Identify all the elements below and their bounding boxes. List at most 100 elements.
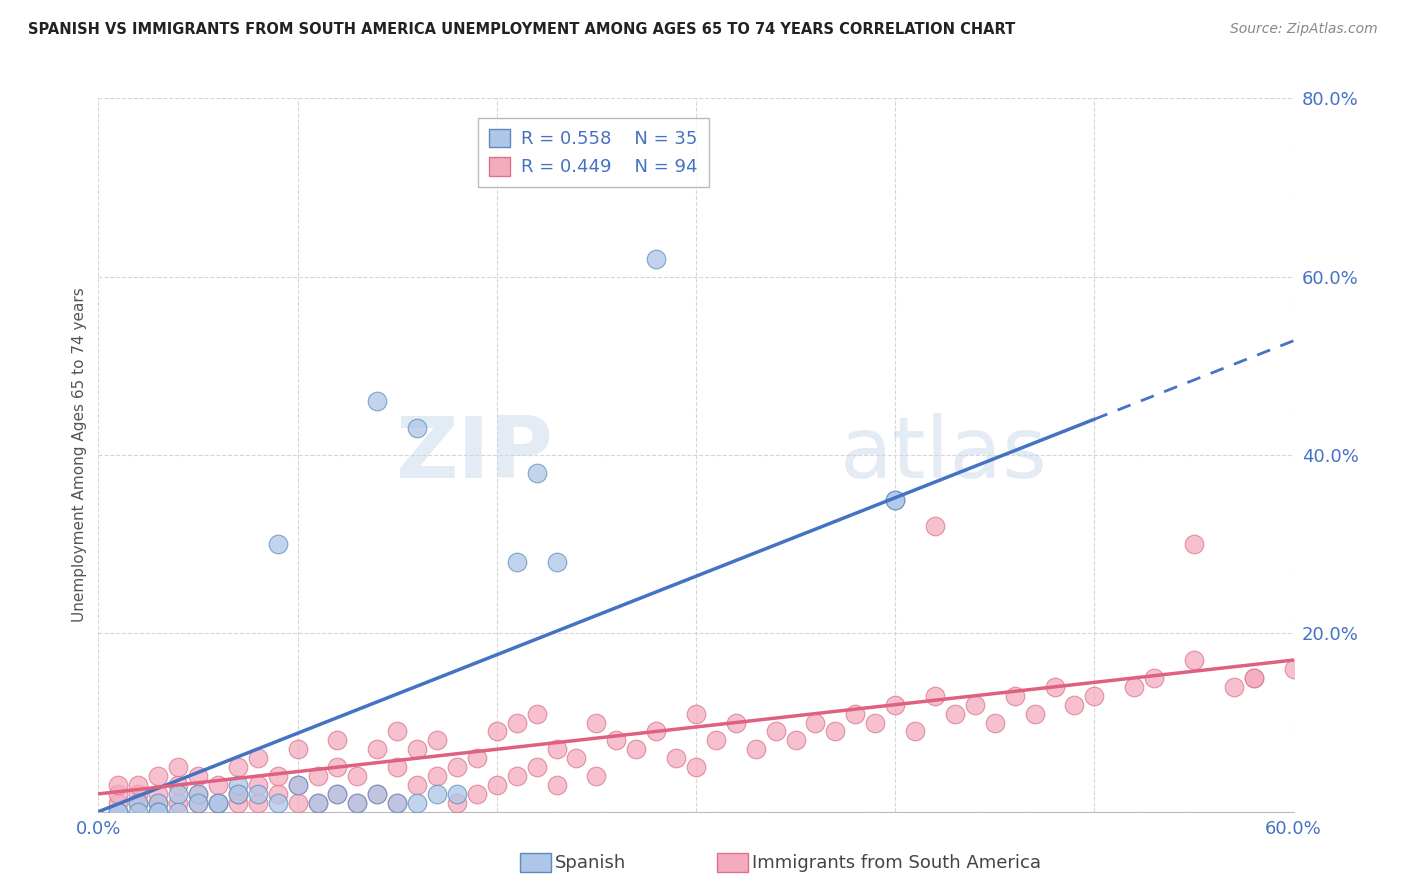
- Point: [148, 805, 170, 819]
- Point: [546, 555, 568, 569]
- Point: [963, 698, 986, 712]
- Point: [346, 796, 368, 810]
- Point: [366, 742, 388, 756]
- Point: [406, 778, 429, 792]
- Point: [366, 787, 388, 801]
- Point: [426, 787, 449, 801]
- Point: [207, 796, 229, 810]
- Point: [645, 724, 668, 739]
- Point: [167, 787, 190, 801]
- Point: [385, 796, 409, 810]
- Point: [385, 724, 409, 739]
- Point: [546, 778, 568, 792]
- Point: [685, 760, 707, 774]
- Point: [226, 778, 249, 792]
- Point: [148, 769, 170, 783]
- Point: [406, 796, 429, 810]
- Point: [148, 805, 170, 819]
- Point: [1043, 680, 1066, 694]
- Point: [446, 787, 468, 801]
- Point: [148, 787, 170, 801]
- Point: [1143, 671, 1166, 685]
- Point: [665, 751, 688, 765]
- Point: [485, 778, 508, 792]
- Point: [246, 787, 269, 801]
- Text: Spanish: Spanish: [555, 854, 627, 871]
- Point: [1222, 680, 1246, 694]
- Point: [326, 787, 349, 801]
- Point: [246, 778, 269, 792]
- Point: [167, 796, 190, 810]
- Y-axis label: Unemployment Among Ages 65 to 74 years: Unemployment Among Ages 65 to 74 years: [72, 287, 87, 623]
- Point: [226, 787, 249, 801]
- Point: [645, 252, 668, 266]
- Point: [446, 796, 468, 810]
- Point: [426, 733, 449, 747]
- Point: [1123, 680, 1146, 694]
- Point: [267, 769, 290, 783]
- Text: Source: ZipAtlas.com: Source: ZipAtlas.com: [1230, 22, 1378, 37]
- Point: [187, 796, 209, 810]
- Point: [406, 421, 429, 435]
- Point: [1004, 689, 1026, 703]
- Point: [745, 742, 768, 756]
- Point: [346, 769, 368, 783]
- Text: atlas: atlas: [839, 413, 1047, 497]
- Point: [326, 733, 349, 747]
- Point: [267, 787, 290, 801]
- Point: [1024, 706, 1046, 721]
- Text: Immigrants from South America: Immigrants from South America: [752, 854, 1042, 871]
- Point: [246, 751, 269, 765]
- Point: [187, 787, 209, 801]
- Point: [884, 492, 907, 507]
- Point: [785, 733, 807, 747]
- Point: [385, 796, 409, 810]
- Point: [904, 724, 927, 739]
- Point: [565, 751, 588, 765]
- Point: [366, 787, 388, 801]
- Point: [167, 778, 190, 792]
- Point: [605, 733, 627, 747]
- Point: [465, 787, 488, 801]
- Point: [127, 778, 149, 792]
- Point: [287, 742, 309, 756]
- Point: [207, 796, 229, 810]
- Point: [187, 796, 209, 810]
- Legend: R = 0.558    N = 35, R = 0.449    N = 94: R = 0.558 N = 35, R = 0.449 N = 94: [478, 118, 709, 187]
- Point: [107, 805, 129, 819]
- Point: [107, 796, 129, 810]
- Point: [287, 778, 309, 792]
- Point: [1182, 653, 1205, 667]
- Point: [167, 760, 190, 774]
- Point: [1182, 537, 1205, 551]
- Point: [943, 706, 966, 721]
- Point: [526, 760, 548, 774]
- Point: [1243, 671, 1265, 685]
- Point: [884, 492, 907, 507]
- Point: [346, 796, 368, 810]
- Point: [1063, 698, 1085, 712]
- Point: [546, 742, 568, 756]
- Point: [127, 787, 149, 801]
- Point: [406, 742, 429, 756]
- Point: [624, 742, 647, 756]
- Point: [426, 769, 449, 783]
- Point: [267, 796, 290, 810]
- Point: [844, 706, 866, 721]
- Point: [585, 715, 607, 730]
- Point: [167, 805, 190, 819]
- Point: [765, 724, 787, 739]
- Point: [226, 787, 249, 801]
- Point: [506, 769, 529, 783]
- Point: [446, 760, 468, 774]
- Point: [465, 751, 488, 765]
- Point: [148, 796, 170, 810]
- Point: [226, 796, 249, 810]
- Point: [1243, 671, 1265, 685]
- Point: [366, 394, 388, 409]
- Point: [107, 787, 129, 801]
- Point: [207, 778, 229, 792]
- Point: [506, 555, 529, 569]
- Point: [107, 805, 129, 819]
- Point: [326, 787, 349, 801]
